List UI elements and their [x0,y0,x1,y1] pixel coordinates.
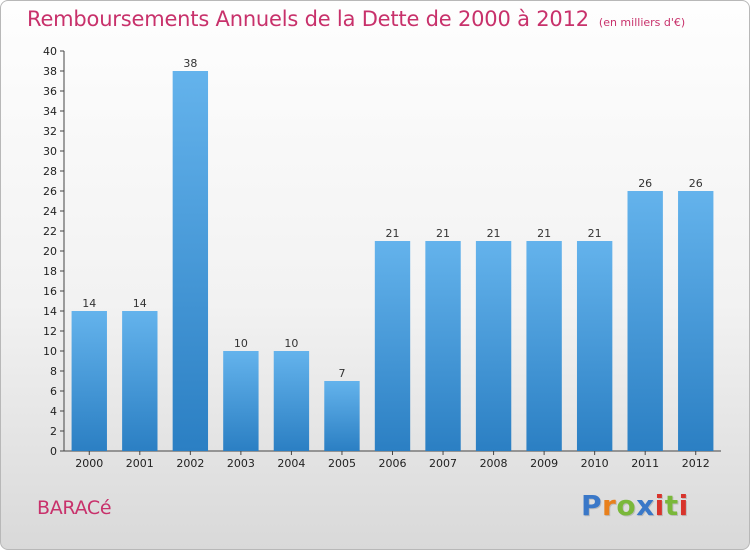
y-tick-label: 10 [43,345,57,358]
x-tick-label-2011: 2011 [631,457,659,470]
y-tick-label: 36 [43,85,57,98]
logo-letter: i [654,489,665,522]
logo-letter: i [678,489,689,522]
bar-2008 [475,241,512,451]
commune-name: BARACé [37,497,112,519]
bar-value-label-2006: 21 [386,227,400,240]
y-tick-label: 26 [43,185,57,198]
x-tick-label-2012: 2012 [682,457,710,470]
bar-2010 [576,241,613,451]
y-tick-label: 22 [43,225,57,238]
bar-value-label-2009: 21 [537,227,551,240]
y-tick-label: 18 [43,265,57,278]
logo-letter: x [636,489,655,522]
bar-value-label-2010: 21 [588,227,602,240]
y-tick-label: 12 [43,325,57,338]
bar-value-label-2008: 21 [487,227,501,240]
bar-value-label-2004: 10 [284,337,298,350]
y-tick-label: 4 [50,405,57,418]
y-tick-label: 8 [50,365,57,378]
chart-title: Remboursements Annuels de la Dette de 20… [27,7,589,31]
x-tick-label-2002: 2002 [176,457,204,470]
bar-2011 [627,191,663,451]
x-tick-label-2005: 2005 [328,457,356,470]
y-tick-label: 28 [43,165,57,178]
y-tick-label: 24 [43,205,57,218]
bar-value-label-2007: 21 [436,227,450,240]
x-tick-label-2003: 2003 [227,457,255,470]
x-tick-label-2009: 2009 [530,457,558,470]
bar-2006 [374,241,411,451]
x-tick-label-2004: 2004 [277,457,305,470]
y-tick-label: 0 [50,445,57,458]
x-tick-label-2010: 2010 [581,457,609,470]
y-tick-label: 20 [43,245,57,258]
proxiti-logo[interactable]: Proxiti [581,489,689,522]
chart-title-row: Remboursements Annuels de la Dette de 20… [27,7,685,31]
y-tick-label: 38 [43,65,57,78]
bar-2009 [526,241,562,451]
y-tick-label: 34 [43,105,57,118]
bar-value-label-2011: 26 [638,177,652,190]
bar-value-label-2000: 14 [82,297,96,310]
bar-2004 [273,351,310,451]
bars: 14 14 38 10 10 7 21 21 21 21 21 26 26 [71,57,714,451]
x-axis: 2000 2001 2002 2003 2004 2005 2006 2007 2008 2009… [64,450,721,470]
logo-letter: o [616,489,637,522]
y-tick-label: 2 [50,425,57,438]
y-tick-label: 40 [43,45,57,58]
bar-value-label-2001: 14 [133,297,147,310]
bar-2007 [425,241,461,451]
bar-2000 [71,311,107,451]
logo-letter: r [602,489,617,522]
bar-2001 [122,311,158,451]
bar-2003 [223,351,259,451]
y-tick-label: 14 [43,305,57,318]
bar-2005 [324,381,360,451]
bar-value-label-2005: 7 [338,367,345,380]
x-tick-label-2006: 2006 [379,457,407,470]
bar-value-label-2012: 26 [689,177,703,190]
x-tick-label-2008: 2008 [480,457,508,470]
x-tick-label-2007: 2007 [429,457,457,470]
y-tick-label: 32 [43,125,57,138]
y-tick-label: 6 [50,385,57,398]
bar-value-label-2002: 38 [183,57,197,70]
y-tick-label: 16 [43,285,57,298]
y-tick-label: 30 [43,145,57,158]
logo-letter: P [581,489,603,522]
x-tick-label-2001: 2001 [126,457,154,470]
bar-2002 [172,71,209,451]
bar-2012 [678,191,714,451]
x-tick-label-2000: 2000 [75,457,103,470]
chart-unit: (en milliers d'€) [598,16,686,29]
bar-value-label-2003: 10 [234,337,248,350]
logo-letter: t [664,489,679,522]
